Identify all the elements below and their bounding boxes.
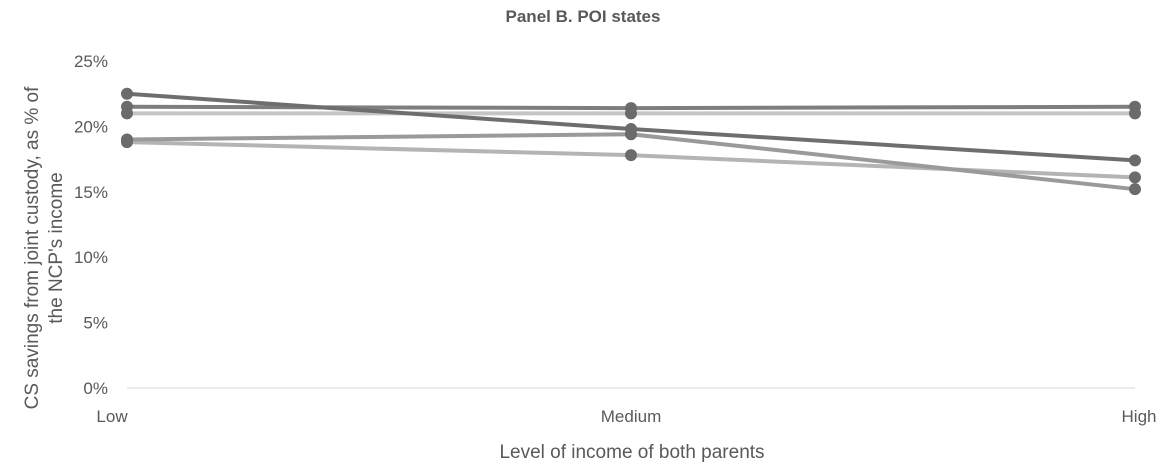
series-layer <box>121 87 1141 196</box>
data-point <box>121 100 133 113</box>
x-axis-ticks: Low Medium High <box>96 407 1156 426</box>
data-point <box>1129 154 1141 167</box>
data-point <box>625 123 637 136</box>
data-point <box>625 149 637 162</box>
data-point <box>625 102 637 115</box>
data-point <box>1129 100 1141 113</box>
y-axis-ticks: 0% 5% 10% 15% 20% 25% <box>74 52 108 398</box>
y-tick-label: 25% <box>74 52 108 71</box>
y-axis-title: CS savings from joint custody, as % of t… <box>22 86 67 409</box>
y-tick-label: 0% <box>83 379 108 398</box>
x-tick-label: Low <box>96 407 128 426</box>
x-tick-label: High <box>1122 407 1157 426</box>
y-tick-label: 15% <box>74 183 108 202</box>
y-axis-title-line-2: the NCP's income <box>46 172 67 323</box>
y-tick-label: 20% <box>74 117 108 136</box>
y-axis-title-line-1: CS savings from joint custody, as % of <box>22 86 43 409</box>
data-point <box>1129 183 1141 196</box>
data-point <box>121 133 133 146</box>
data-point <box>1129 171 1141 184</box>
y-tick-label: 5% <box>83 314 108 333</box>
series-line <box>125 132 1137 192</box>
x-axis-title: Level of income of both parents <box>499 442 764 463</box>
y-tick-label: 10% <box>74 248 108 267</box>
chart-title: Panel B. POI states <box>506 7 661 26</box>
x-tick-label: Medium <box>601 407 661 426</box>
data-point <box>121 87 133 100</box>
